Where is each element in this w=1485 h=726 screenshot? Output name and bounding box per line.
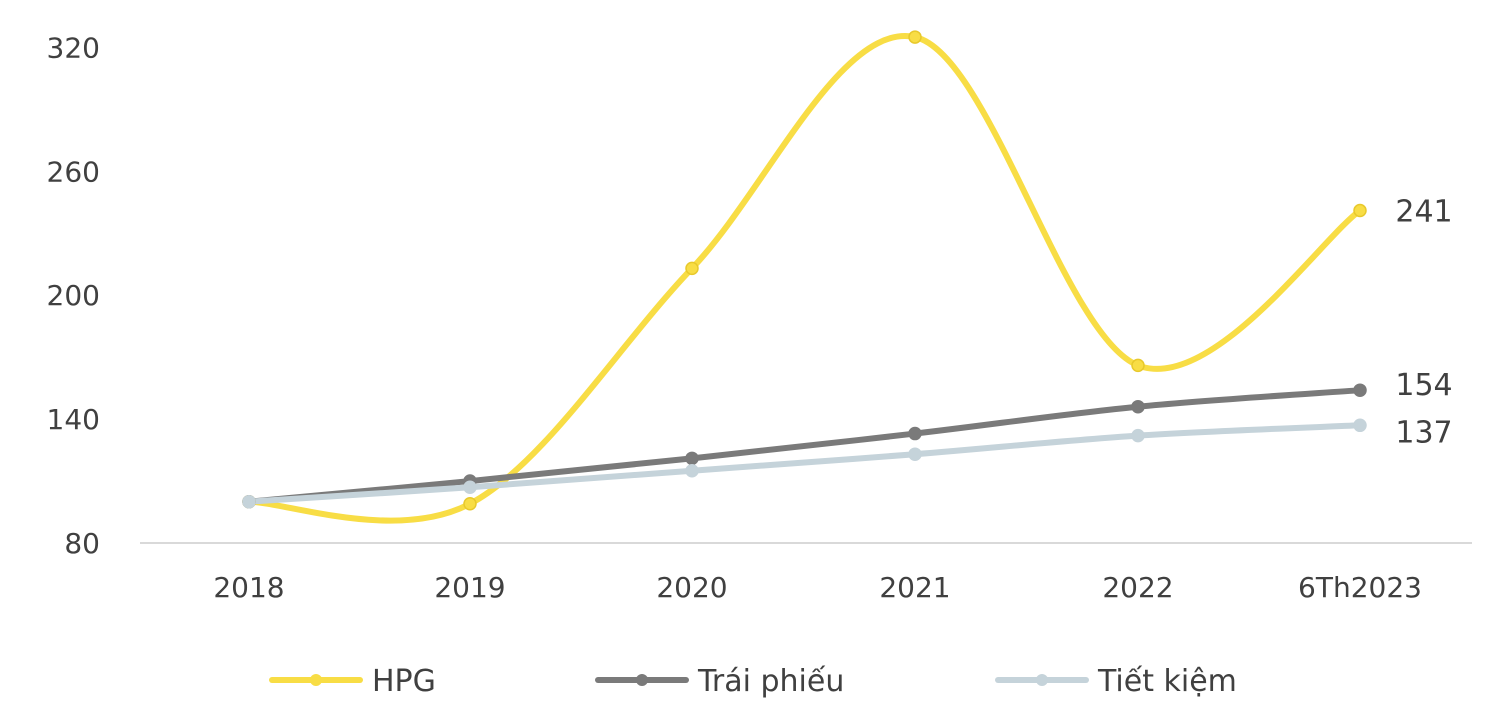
legend-swatch-marker [636,674,648,686]
data-point [908,30,922,44]
data-point [908,426,922,441]
x-tick-label: 2019 [434,571,505,604]
y-tick-label: 140 [47,403,100,436]
x-tick-label: 6Th2023 [1298,571,1422,604]
legend-label: HPG [372,664,436,699]
legend-item: HPG [269,664,436,699]
end-value-label: 154 [1395,368,1452,403]
legend-swatch-marker [310,674,322,686]
data-point [1353,418,1367,433]
series-line-2 [246,422,1363,505]
data-point [685,261,699,276]
x-tick-label: 2020 [656,571,727,604]
x-tick-label: 2022 [1102,571,1173,604]
y-tick-label: 320 [47,31,100,64]
y-tick-label: 200 [47,279,100,312]
legend-label: Trái phiếu [697,664,844,699]
data-point [463,497,477,511]
data-point [1353,383,1367,397]
x-tick-label: 2021 [879,571,950,604]
data-point [908,447,922,461]
data-point [463,480,477,494]
data-point [1353,203,1367,218]
data-point [1131,358,1145,373]
data-point [685,451,699,466]
series-points [242,30,1367,511]
legend-item: Trái phiếu [595,664,844,699]
end-value-label: 137 [1395,415,1452,450]
end-value-label: 241 [1395,195,1452,230]
y-axis-ticks: 80 140 200 260 320 [47,31,100,560]
y-tick-label: 260 [47,155,100,188]
data-point [1131,428,1145,443]
x-tick-label: 2018 [213,571,284,604]
data-point [242,494,256,509]
legend: HPG Trái phiếu Tiết kiệm [269,664,1237,699]
y-tick-label: 80 [64,527,100,560]
series-lines [246,33,1363,524]
legend-item: Tiết kiệm [995,664,1237,699]
series-line-1 [246,387,1363,505]
legend-label: Tiết kiệm [1097,664,1237,699]
end-labels: 241 154 137 [1395,195,1452,451]
data-point [1131,399,1145,414]
legend-swatch-marker [1036,674,1048,686]
x-axis-ticks: 2018 2019 2020 2021 2022 6Th2023 [213,571,1422,604]
data-point [685,463,699,478]
